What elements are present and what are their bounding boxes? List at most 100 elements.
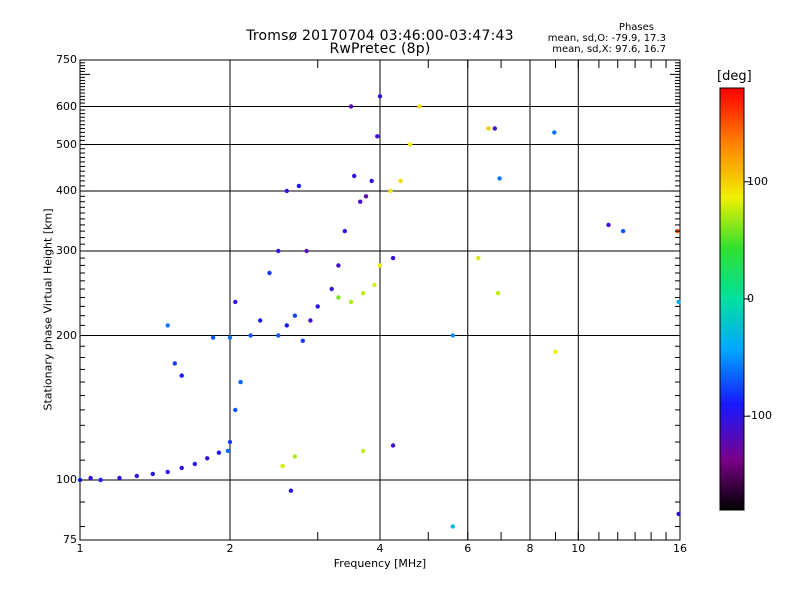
data-point (216, 450, 222, 455)
y-tick-label: 300 (56, 244, 77, 257)
data-point (369, 178, 374, 184)
data-point (88, 475, 93, 481)
x-tick-label: 2 (226, 542, 234, 555)
data-point (552, 130, 557, 135)
y-axis-label: Stationary phase Virtual Height [km] (41, 208, 55, 411)
data-point (375, 134, 380, 139)
data-point (388, 188, 393, 194)
data-point (165, 469, 170, 475)
x-tick-label: 6 (464, 542, 472, 555)
colorbar-tick-label: -100 (747, 409, 772, 423)
data-point (352, 173, 357, 179)
data-point (233, 299, 238, 305)
chart-subtitle: RwPretec (8p) (329, 41, 431, 57)
data-point (358, 199, 363, 204)
data-point (179, 373, 184, 378)
colorbar-tick-label: 0 (747, 292, 754, 305)
data-point (553, 349, 558, 354)
data-point (192, 461, 197, 467)
data-point (225, 448, 230, 454)
data-points (77, 94, 681, 529)
y-tick-label: 750 (56, 53, 77, 66)
data-point (284, 188, 289, 194)
y-tick-label: 75 (63, 533, 77, 546)
data-point (372, 282, 377, 288)
axis-ticks (79, 59, 681, 540)
data-point (292, 313, 298, 318)
data-point (276, 333, 281, 338)
colorbar-tick-label: 100 (747, 174, 768, 188)
y-tick-label: 100 (56, 473, 77, 487)
data-point (284, 323, 289, 328)
y-tick-label: 200 (56, 328, 77, 342)
data-point (117, 475, 122, 481)
data-point (98, 477, 103, 483)
x-tick-label: 4 (376, 542, 384, 555)
stats-o-line: mean, sd,O: -79.9, 17.3 (547, 33, 666, 44)
data-point (450, 524, 455, 529)
data-point (308, 318, 313, 323)
data-point (377, 263, 383, 268)
data-point (292, 454, 298, 459)
y-tick-label: 400 (56, 184, 77, 198)
data-point (296, 183, 302, 189)
data-point (486, 126, 491, 131)
data-point (304, 248, 309, 254)
data-point (315, 304, 320, 309)
data-point (150, 471, 155, 477)
data-point (227, 439, 233, 445)
data-point (606, 222, 611, 228)
data-point (360, 291, 366, 296)
data-point (227, 335, 233, 340)
data-point (390, 255, 396, 261)
x-tick-label: 1 (76, 542, 84, 555)
data-point (165, 323, 170, 328)
data-point (620, 228, 626, 234)
data-point (348, 104, 354, 109)
data-point (390, 443, 396, 448)
data-point (179, 465, 184, 471)
x-tick-label: 8 (526, 542, 534, 555)
data-point (336, 295, 341, 300)
data-point (348, 299, 354, 305)
y-tick-label: 500 (56, 137, 77, 151)
data-point (360, 448, 366, 454)
data-point (300, 338, 305, 343)
x-tick-label: 10 (571, 542, 586, 555)
data-point (450, 333, 455, 338)
data-point (329, 286, 334, 292)
data-point (417, 104, 422, 109)
data-point (233, 407, 238, 413)
y-tick-label: 600 (56, 99, 77, 113)
data-point (342, 228, 347, 234)
colorbar (719, 87, 745, 511)
colorbar-ticks (744, 181, 750, 417)
data-point (492, 126, 497, 131)
stats-heading: Phases (618, 22, 654, 33)
stats-x-line: mean, sd,X: 97.6, 16.7 (552, 44, 666, 55)
data-point (267, 270, 272, 276)
colorbar-label: [deg] (717, 69, 752, 84)
data-point (258, 318, 263, 323)
chart-title: Tromsø 20170704 03:46:00-03:47:43 (246, 28, 514, 44)
data-point (336, 263, 341, 268)
data-point (363, 194, 369, 199)
data-point (276, 248, 281, 254)
data-point (238, 379, 243, 385)
data-point (288, 488, 294, 493)
data-point (497, 176, 502, 181)
data-point (377, 94, 383, 99)
x-axis-label: Frequency [MHz] (333, 557, 427, 570)
data-point (134, 473, 139, 479)
x-tick-label: 16 (673, 542, 687, 555)
grid-lines (80, 60, 680, 540)
data-point (676, 511, 681, 517)
data-point (408, 142, 413, 147)
data-point (398, 178, 403, 184)
data-point (205, 456, 210, 461)
data-point (248, 333, 253, 338)
data-point (476, 255, 481, 261)
data-point (495, 291, 501, 296)
data-point (676, 299, 681, 305)
